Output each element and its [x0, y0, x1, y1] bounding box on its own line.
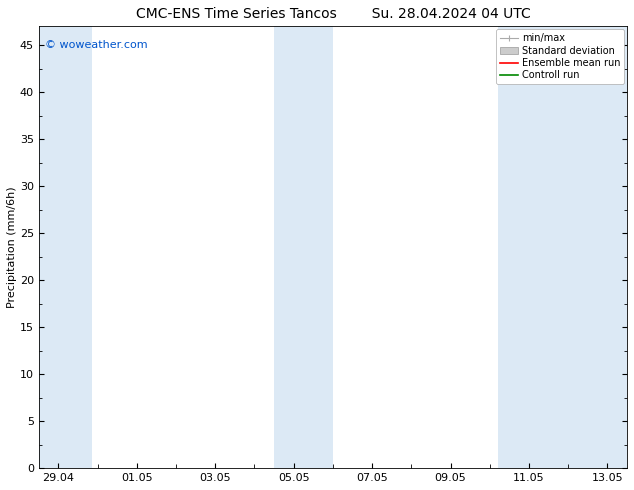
Legend: min/max, Standard deviation, Ensemble mean run, Controll run: min/max, Standard deviation, Ensemble me…	[496, 29, 624, 84]
Text: © woweather.com: © woweather.com	[44, 40, 147, 49]
Y-axis label: Precipitation (mm/6h): Precipitation (mm/6h)	[7, 186, 17, 308]
Bar	[39, 26, 92, 468]
Title: CMC-ENS Time Series Tancos        Su. 28.04.2024 04 UTC: CMC-ENS Time Series Tancos Su. 28.04.202…	[136, 7, 530, 21]
Bar	[274, 26, 333, 468]
Bar	[498, 26, 627, 468]
